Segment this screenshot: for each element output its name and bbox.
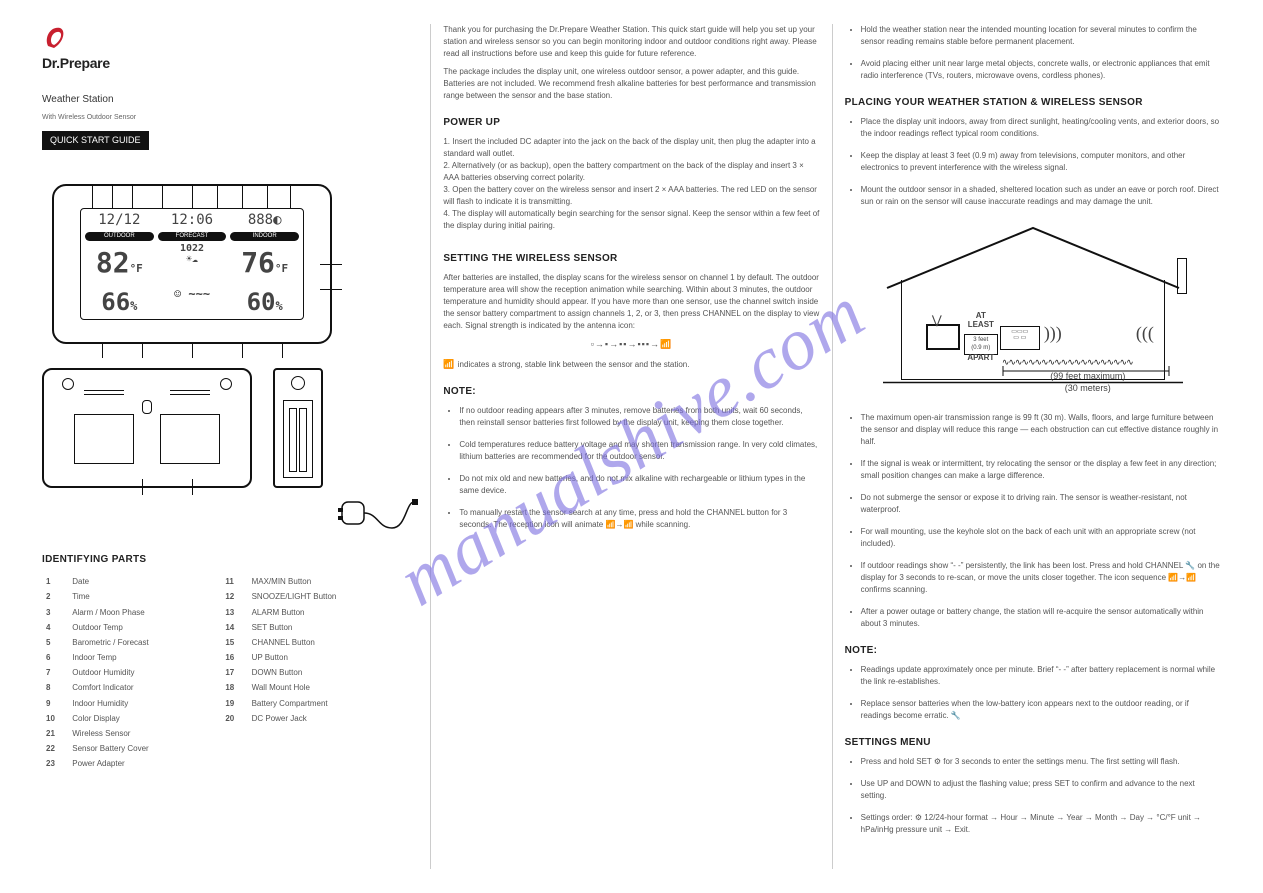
outdoor-sensor-icon (1177, 258, 1187, 294)
top-bullets: Hold the weather station near the intend… (845, 24, 1221, 82)
lcd-indoor-label: INDOOR (230, 232, 299, 240)
list-item: If outdoor readings show “- -” persisten… (861, 560, 1221, 596)
lcd-screen: 12/12 12:06 888◐ OUTDOOR FORECAST INDOOR… (80, 208, 304, 320)
table-row: 4Outdoor Temp14SET Button (44, 621, 416, 634)
product-title-line2: With Wireless Outdoor Sensor (42, 113, 418, 123)
lcd-outdoor-temp: 82°F (85, 243, 154, 282)
sensor-body-text: After batteries are installed, the displ… (443, 272, 819, 332)
product-title-line1: Weather Station (42, 93, 418, 107)
heading-settings-menu: SETTINGS MENU (845, 736, 1221, 750)
tv-antenna-icon: ⋁ (932, 312, 942, 329)
table-row: 9Indoor Humidity19Battery Compartment (44, 697, 416, 710)
lcd-indoor-temp: 76°F (230, 243, 299, 282)
column-3: Hold the weather station near the intend… (833, 24, 1233, 869)
table-row: 23Power Adapter (44, 757, 416, 770)
lcd-time: 12:06 (158, 211, 227, 231)
list-item: The maximum open-air transmission range … (861, 412, 1221, 448)
adapter-diagram (42, 492, 418, 540)
list-item: Settings order: ⚙ 12/24-hour format → Ho… (861, 812, 1221, 836)
column-1: Dr.Prepare Weather Station With Wireless… (30, 24, 431, 869)
list-item: If the signal is weak or intermittent, t… (861, 458, 1221, 482)
heading-setting-sensor: SETTING THE WIRELESS SENSOR (443, 252, 819, 266)
list-item: To manually restart the sensor search at… (459, 507, 819, 531)
power-up-steps: 1. Insert the included DC adapter into t… (443, 136, 819, 232)
lcd-outdoor-hum: 66% (85, 286, 154, 320)
lcd-forecast-area: 1022☀☁ (158, 243, 227, 282)
table-row: 5Barometric / Forecast15CHANNEL Button (44, 636, 416, 649)
lcd-moon: 888◐ (230, 211, 299, 231)
list-item: For wall mounting, use the keyhole slot … (861, 526, 1221, 550)
placement-diagram: ⋁ ATLEAST 3 feet(0.9 m) APART ▭▭▭▭ ▭ )))… (883, 218, 1183, 398)
table-row: 21Wireless Sensor (44, 727, 416, 740)
after-diagram-bullets: The maximum open-air transmission range … (845, 412, 1221, 630)
list-item: Replace sensor batteries when the low-ba… (861, 698, 1221, 722)
station-icon: ▭▭▭▭ ▭ (1000, 326, 1040, 350)
brand-name: Dr.Prepare (42, 55, 110, 71)
list-item: Readings update approximately once per m… (861, 664, 1221, 688)
heading-placing: PLACING YOUR WEATHER STATION & WIRELESS … (845, 96, 1221, 110)
lcd-comfort-icon: ☺ ~~~ (158, 286, 227, 320)
settings-list: Press and hold SET ⚙ for 3 seconds to en… (845, 756, 1221, 836)
list-item: If no outdoor reading appears after 3 mi… (459, 405, 819, 429)
list-item: Press and hold SET ⚙ for 3 seconds to en… (861, 756, 1221, 768)
column-2: Thank you for purchasing the Dr.Prepare … (431, 24, 832, 869)
signal-icon: 📶 (443, 359, 455, 369)
table-row: 7Outdoor Humidity17DOWN Button (44, 666, 416, 679)
table-row: 3Alarm / Moon Phase13ALARM Button (44, 606, 416, 619)
lcd-date: 12/12 (85, 211, 154, 231)
signal-waves-icon: ((( (1136, 324, 1154, 342)
note2-list: Readings update approximately once per m… (845, 664, 1221, 722)
heading-identifying-parts: IDENTIFYING PARTS (42, 553, 418, 567)
gap-distance-label: 3 feet(0.9 m) (964, 334, 998, 355)
list-item: Do not submerge the sensor or expose it … (861, 492, 1221, 516)
table-row: 1Date11MAX/MIN Button (44, 575, 416, 588)
list-item: Place the display unit indoors, away fro… (861, 116, 1221, 140)
table-row: 2Time12SNOOZE/LIGHT Button (44, 590, 416, 603)
guide-badge: QUICK START GUIDE (42, 131, 149, 150)
table-row: 6Indoor Temp16UP Button (44, 651, 416, 664)
lcd-outdoor-label: OUTDOOR (85, 232, 154, 240)
at-least-label: ATLEAST (964, 312, 998, 330)
intro-paragraph-1: Thank you for purchasing the Dr.Prepare … (443, 24, 819, 60)
logo-mark-icon (42, 24, 68, 54)
lcd-forecast-label: FORECAST (158, 232, 227, 240)
parts-table: 1Date11MAX/MIN Button 2Time12SNOOZE/LIGHT… (42, 573, 418, 772)
device-front-diagram: 12/12 12:06 888◐ OUTDOOR FORECAST INDOOR… (42, 184, 342, 344)
table-row: 10Color Display20DC Power Jack (44, 712, 416, 725)
list-item: Mount the outdoor sensor in a shaded, sh… (861, 184, 1221, 208)
list-item: Keep the display at least 3 feet (0.9 m)… (861, 150, 1221, 174)
device-back-diagram (42, 368, 418, 540)
sensor-diagram (273, 368, 323, 488)
heading-note-2: NOTE: (845, 644, 1221, 658)
list-item: Avoid placing either unit near large met… (861, 58, 1221, 82)
apart-label: APART (964, 354, 998, 363)
list-item: Cold temperatures reduce battery voltage… (459, 439, 819, 463)
manual-page: Dr.Prepare Weather Station With Wireless… (0, 0, 1263, 893)
intro-paragraph-2: The package includes the display unit, o… (443, 66, 819, 102)
list-item: Use UP and DOWN to adjust the flashing v… (861, 778, 1221, 802)
list-item: Hold the weather station near the intend… (861, 24, 1221, 48)
table-row: 8Comfort Indicator18Wall Mount Hole (44, 681, 416, 694)
heading-power-up: POWER UP (443, 116, 819, 130)
brand-logo: Dr.Prepare (42, 24, 418, 73)
lcd-indoor-hum: 60% (230, 286, 299, 320)
placing-bullets: Place the display unit indoors, away fro… (845, 116, 1221, 208)
table-row: 22Sensor Battery Cover (44, 742, 416, 755)
list-item: After a power outage or battery change, … (861, 606, 1221, 630)
signal-full-text: 📶 indicates a strong, stable link betwee… (443, 358, 819, 372)
signal-waves-icon: ))) (1044, 324, 1062, 342)
signal-sequence: ▫→▪→▪▪→▪▪▪→📶 (443, 338, 819, 352)
heading-note-1: NOTE: (443, 385, 819, 399)
list-item: Do not mix old and new batteries, and do… (459, 473, 819, 497)
notes-list: If no outdoor reading appears after 3 mi… (443, 405, 819, 531)
